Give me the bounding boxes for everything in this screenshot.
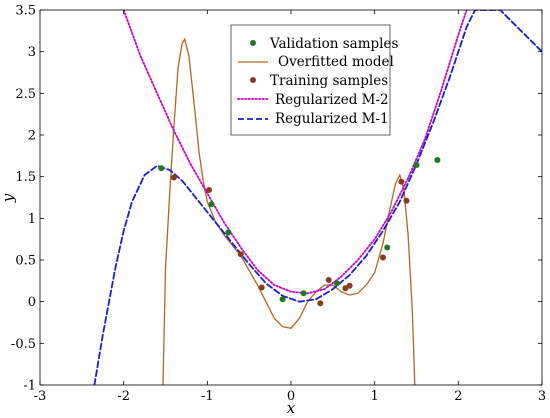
y-tick-label-8: 3 [28, 45, 36, 60]
series-0-point-7 [413, 162, 420, 168]
series-0-point-3 [279, 296, 286, 303]
y-tick-label-4: 1 [28, 212, 36, 227]
x-tick-label-3: 0 [287, 389, 295, 404]
y-tick-label-3: 0.5 [15, 254, 36, 269]
series-2-point-9 [398, 178, 405, 185]
y-tick-label-5: 1.5 [15, 170, 36, 185]
series-2-point-4 [317, 300, 324, 307]
x-tick-label-0: -3 [34, 389, 47, 404]
series-2-point-10 [403, 197, 410, 204]
series-0-point-4 [300, 290, 307, 297]
series-0-point-8 [434, 157, 441, 163]
series-line-3 [122, 10, 468, 295]
legend-entry-overfitted: Overfitted model [238, 54, 394, 70]
legend-box [230, 24, 391, 136]
x-tick-label-5: 2 [454, 389, 462, 404]
legend: Validation samples Overfitted model Trai… [230, 24, 398, 136]
legend-entry-m1: Regularized M-1 [238, 111, 389, 127]
series-0-point-5 [334, 280, 340, 287]
y-tick-label-1: -0.5 [11, 337, 36, 352]
series-2-point-3 [258, 284, 265, 291]
series-0-point-6 [384, 244, 391, 251]
y-axis-label: y [0, 193, 17, 203]
legend-label-m1: Regularized M-1 [275, 111, 389, 127]
legend-label-training: Training samples [270, 73, 388, 89]
series-2-point-0 [170, 174, 177, 181]
legend-entry-m2: Regularized M-2 [237, 92, 389, 108]
tick-layer [39, 9, 543, 386]
x-tick-label-6: 3 [538, 389, 546, 404]
x-tick-label-4: 1 [371, 389, 379, 404]
series-2-point-8 [380, 254, 386, 261]
series-2-point-7 [346, 282, 353, 289]
legend-entry-validation: Validation samples [250, 36, 398, 52]
y-tick-label-0: -1 [23, 379, 36, 394]
series-line-4 [93, 10, 542, 385]
legend-label-validation: Validation samples [269, 36, 398, 52]
legend-marker-training [250, 77, 256, 83]
series-2-point-1 [206, 187, 212, 193]
x-axis-label: x [287, 399, 296, 417]
series-2-point-5 [325, 277, 332, 283]
x-tick-label-1: -2 [117, 389, 130, 404]
x-tick-label-2: -1 [201, 389, 214, 404]
legend-label-m2: Regularized M-2 [275, 92, 389, 108]
legend-entry-training: Training samples [250, 73, 388, 89]
series-0-point-1 [208, 201, 215, 208]
y-tick-label-6: 2 [28, 129, 36, 144]
series-0-point-0 [158, 165, 165, 172]
legend-label-overfitted: Overfitted model [278, 54, 394, 70]
tick-label-layer: -3 -2 -1 0 1 2 3 -1 -0.5 0 0.5 1 1.5 2 2.5 3 3.5 [11, 4, 546, 405]
series-0-point-2 [225, 229, 232, 236]
y-tick-label-2: 0 [28, 295, 36, 310]
legend-marker-validation [250, 40, 256, 46]
series-layer [93, 10, 542, 385]
series-2-point-2 [237, 251, 244, 258]
y-tick-label-9: 3.5 [15, 4, 36, 19]
y-tick-label-7: 2.5 [15, 87, 36, 102]
